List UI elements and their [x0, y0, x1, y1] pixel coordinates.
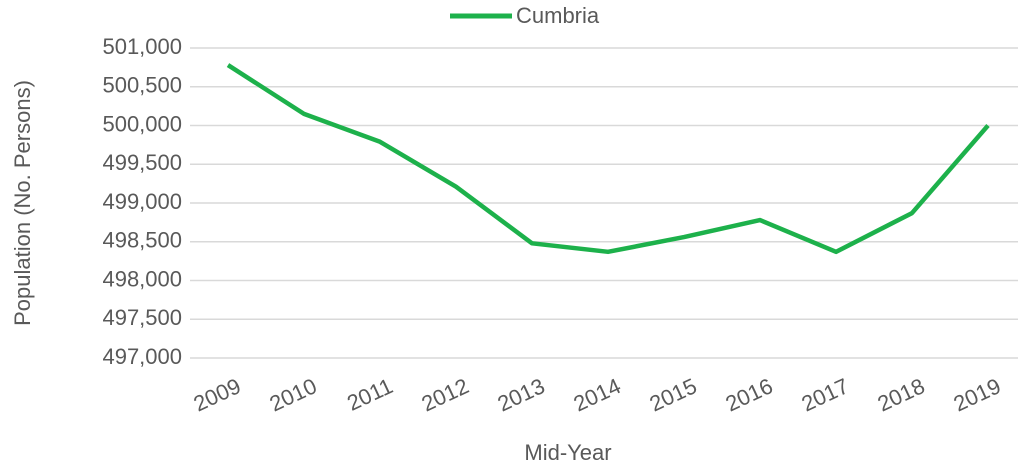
x-axis-title: Mid-Year [524, 440, 611, 465]
x-tick-label: 2011 [343, 373, 396, 416]
y-axis-title: Population (No. Persons) [10, 80, 35, 326]
x-tick-label: 2009 [190, 373, 245, 416]
y-tick-label: 500,500 [102, 73, 182, 98]
x-tick-label: 2014 [570, 373, 625, 416]
y-tick-label: 501,000 [102, 34, 182, 59]
x-tick-label: 2015 [646, 373, 701, 416]
x-tick-label: 2012 [418, 373, 473, 416]
line [226, 63, 990, 255]
x-tick-label: 2016 [722, 373, 777, 416]
x-tick-label: 2010 [266, 373, 321, 416]
y-tick-label: 499,500 [102, 150, 182, 175]
y-tick-label: 497,000 [102, 344, 182, 369]
legend-label: Cumbria [516, 3, 600, 28]
x-tick-label: 2019 [950, 373, 1005, 416]
x-tick-label: 2013 [494, 373, 549, 416]
y-tick-label: 498,000 [102, 266, 182, 291]
y-tick-label: 500,000 [102, 111, 182, 136]
y-tick-label: 497,500 [102, 305, 182, 330]
y-tick-label: 499,000 [102, 189, 182, 214]
y-tick-label: 498,500 [102, 228, 182, 253]
x-tick-label: 2018 [874, 373, 929, 416]
x-tick-label: 2017 [798, 373, 853, 416]
